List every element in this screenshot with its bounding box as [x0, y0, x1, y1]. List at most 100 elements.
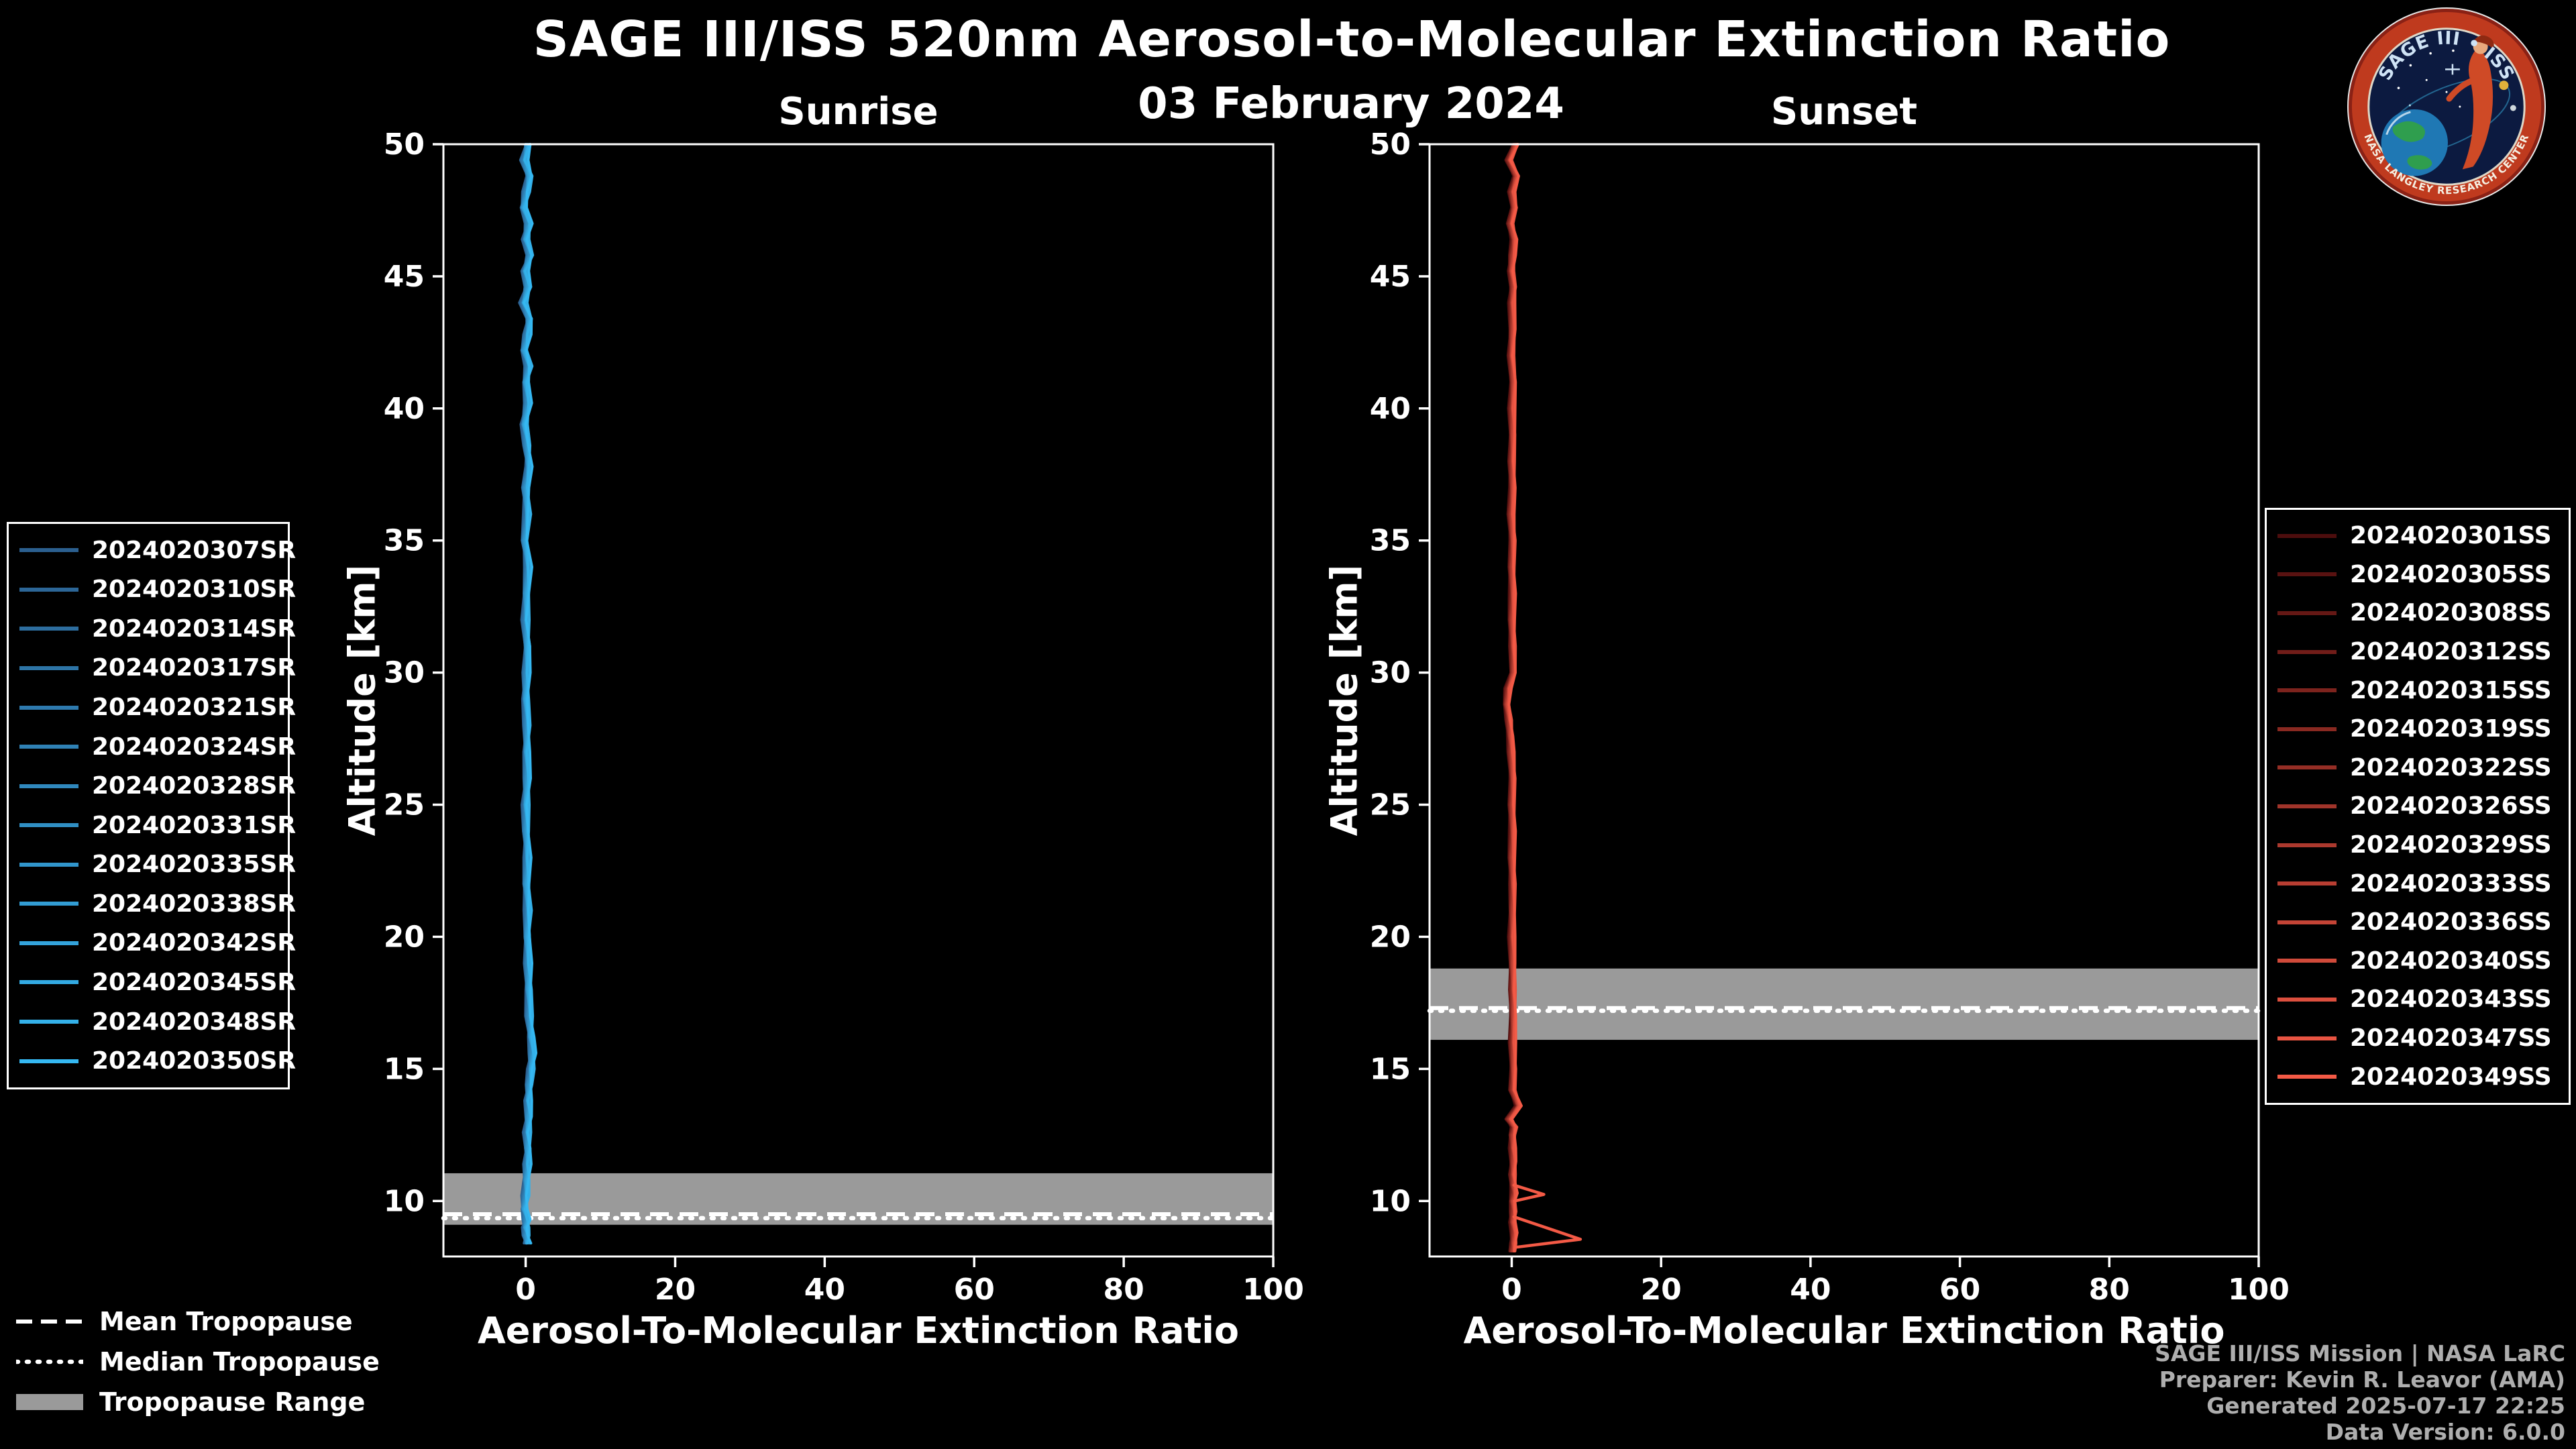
y-tick-label: 20	[1370, 920, 1411, 954]
series-color-swatch	[19, 745, 78, 749]
y-tick-label: 50	[384, 127, 425, 162]
x-tick-label: 100	[1242, 1273, 1304, 1307]
series-label: 2024020328SR	[92, 772, 297, 800]
series-color-swatch	[19, 1059, 78, 1063]
series-color-swatch	[2277, 881, 2337, 886]
legend-item: 2024020345SR	[19, 969, 296, 996]
profile-line	[1507, 143, 1523, 1252]
median-tropopause-legend-item: Median Tropopause	[16, 1347, 380, 1377]
panel-title-sunrise: Sunrise	[778, 90, 938, 133]
series-color-swatch	[2277, 843, 2337, 847]
series-label: 2024020322SS	[2350, 753, 2552, 782]
footer-data-version: Data Version: 6.0.0	[2325, 1419, 2565, 1445]
tropopause-legend: Mean Tropopause Median Tropopause Tropop…	[16, 1307, 380, 1417]
x-tick-label: 40	[804, 1273, 845, 1307]
legend-item: 2024020329SS	[2277, 831, 2558, 859]
series-label: 2024020324SR	[92, 733, 297, 761]
median-tropopause-label: Median Tropopause	[99, 1347, 380, 1377]
legend-item: 2024020348SR	[19, 1008, 296, 1036]
x-tick-label: 80	[2089, 1273, 2130, 1307]
mean-tropopause-label: Mean Tropopause	[99, 1307, 353, 1336]
series-color-swatch	[2277, 1075, 2337, 1079]
series-color-swatch	[19, 705, 78, 710]
series-color-swatch	[19, 627, 78, 631]
y-tick-label: 10	[384, 1184, 425, 1218]
legend-item: 2024020324SR	[19, 733, 296, 761]
series-label: 2024020335SR	[92, 851, 297, 879]
x-tick-label: 60	[954, 1273, 995, 1307]
series-color-swatch	[2277, 997, 2337, 1002]
plot-frame	[442, 143, 1275, 1258]
y-tick-label: 35	[1370, 524, 1411, 558]
series-color-swatch	[2277, 572, 2337, 577]
series-color-swatch	[19, 587, 78, 592]
gray-band-swatch-icon	[16, 1394, 83, 1410]
legend-item: 2024020340SS	[2277, 947, 2558, 975]
legend-item: 2024020336SS	[2277, 908, 2558, 936]
legend-item: 2024020305SS	[2277, 561, 2558, 588]
logo-earth-land-2	[2407, 155, 2432, 170]
series-color-swatch	[2277, 920, 2337, 924]
x-tick-label: 20	[655, 1273, 696, 1307]
logo-stars	[2397, 49, 2461, 108]
y-tick-label: 45	[384, 260, 425, 294]
logo-figure	[2462, 48, 2493, 170]
legend-item: 2024020328SR	[19, 772, 296, 800]
series-color-swatch	[19, 1020, 78, 1024]
y-tick-label: 50	[1370, 127, 1411, 162]
legend-item: 2024020321SR	[19, 694, 296, 721]
plot-frame	[1428, 143, 2260, 1258]
series-color-swatch	[19, 784, 78, 788]
tropopause-range-legend-item: Tropopause Range	[16, 1387, 380, 1417]
y-tick-label: 25	[1370, 788, 1411, 822]
outlier-line	[1512, 1183, 1546, 1203]
series-label: 2024020329SS	[2350, 831, 2552, 859]
series-color-swatch	[19, 665, 78, 670]
series-label: 2024020343SS	[2350, 985, 2552, 1014]
series-label: 2024020333SS	[2350, 869, 2552, 898]
legend-item: 2024020317SR	[19, 654, 296, 682]
series-label: 2024020301SS	[2350, 522, 2552, 550]
logo-figure-hair	[2473, 35, 2494, 50]
tropopause-range-band	[1430, 968, 2259, 1040]
logo-figure-arm	[2446, 78, 2474, 102]
outlier-line	[1512, 1215, 1582, 1249]
series-label: 2024020347SS	[2350, 1024, 2552, 1053]
series-label: 2024020350SR	[92, 1047, 297, 1075]
logo-moon-icon	[2510, 105, 2516, 111]
series-color-swatch	[2277, 1036, 2337, 1040]
tropopause-range-band	[443, 1173, 1273, 1225]
y-tick-label: 10	[1370, 1184, 1411, 1218]
legend-item: 2024020308SS	[2277, 599, 2558, 627]
series-label: 2024020342SR	[92, 929, 297, 957]
sunset-plot: 0 20 40 60 80 100 10 15 20 25 30 35 40 45 50	[1370, 127, 2290, 1307]
series-label: 2024020348SR	[92, 1008, 297, 1036]
y-tick-label: 40	[1370, 392, 1411, 426]
x-tick-label: 0	[515, 1273, 536, 1307]
series-color-swatch	[2277, 804, 2337, 808]
sunset-event-legend: 2024020301SS 2024020305SS 2024020308SS 2024…	[2265, 508, 2571, 1105]
series-label: 2024020319SS	[2350, 715, 2552, 743]
x-axis-label-sunrise: Aerosol-To-Molecular Extinction Ratio	[478, 1309, 1239, 1352]
y-tick-label: 35	[384, 524, 425, 558]
y-tick-label: 30	[1370, 656, 1411, 690]
legend-item: 2024020350SR	[19, 1047, 296, 1075]
y-tick-label: 15	[1370, 1052, 1411, 1086]
footer-credits: SAGE III/ISS Mission | NASA LaRC Prepare…	[2155, 1340, 2565, 1445]
y-axis-label-sunset: Altitude [km]	[1323, 564, 1366, 837]
series-color-swatch	[19, 902, 78, 906]
sage-iii-iss-logo: SAGE III • ISS NASA LANGLEY RESEARCH CEN…	[2347, 7, 2546, 207]
mean-tropopause-legend-item: Mean Tropopause	[16, 1307, 380, 1336]
x-tick-label: 20	[1641, 1273, 1682, 1307]
footer-generated: Generated 2025-07-17 22:25	[2206, 1393, 2565, 1419]
series-label: 2024020321SR	[92, 694, 297, 722]
y-tick-label: 40	[384, 392, 425, 426]
x-tick-label: 0	[1501, 1273, 1522, 1307]
legend-item: 2024020322SS	[2277, 754, 2558, 782]
series-label: 2024020331SR	[92, 811, 297, 839]
series-color-swatch	[19, 980, 78, 985]
legend-item: 2024020315SS	[2277, 677, 2558, 704]
series-color-swatch	[2277, 959, 2337, 963]
series-color-swatch	[2277, 533, 2337, 538]
series-color-swatch	[19, 548, 78, 553]
